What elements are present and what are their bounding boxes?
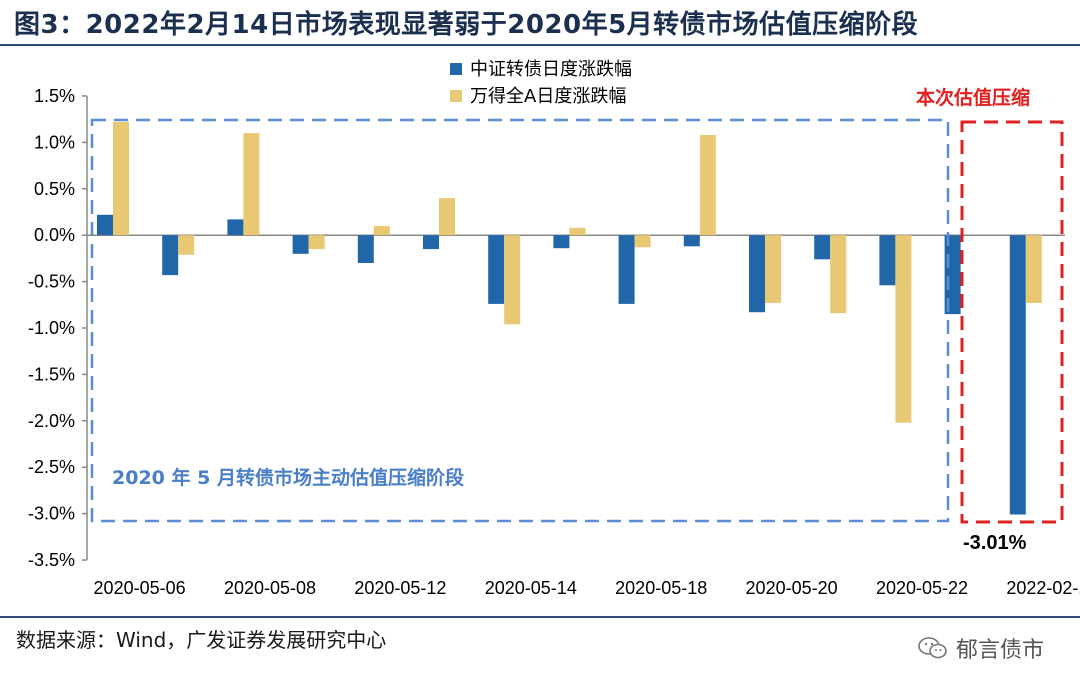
bar-series1 [814, 235, 831, 260]
y-tick-label: -2.5% [28, 457, 75, 477]
bar-series2 [504, 235, 521, 325]
watermark: 郁言债市 [918, 632, 1044, 664]
bar-series1 [618, 235, 635, 304]
bar-series1 [879, 235, 896, 286]
bar-series2 [765, 235, 781, 303]
bar-series1 [162, 235, 179, 276]
bar-series2 [178, 235, 195, 255]
highlight-box-2020-label: 2020 年 5 月转债市场主动估值压缩阶段 [112, 466, 465, 489]
highlight-box-2022-label: 本次估值压缩 [916, 86, 1030, 109]
x-tick-label: 2020-05-22 [876, 578, 968, 598]
legend: 中证转债日度涨跌幅 万得全A日度涨跌幅 [450, 59, 632, 107]
bar-series1 [423, 235, 439, 250]
bar-series2 [1025, 235, 1042, 303]
x-tick-label: 2020-05-20 [746, 578, 838, 598]
y-tick-label: 1.5% [34, 86, 75, 106]
highlight-box-2022 [960, 120, 1064, 524]
bar-series2 [308, 235, 325, 250]
bar-series2 [243, 133, 260, 236]
bar-series1 [292, 235, 309, 254]
axes: 1.5% 1.0% 0.5% 0.0% -0.5% -1.0% -1.5% -2.0% -2.5… [28, 86, 1080, 598]
bar-series2 [830, 235, 847, 314]
bar-series2 [699, 135, 716, 236]
y-tick-label: 1.0% [34, 132, 75, 152]
bar-series2 [113, 122, 129, 236]
bar-series1 [357, 235, 374, 263]
y-tick-label: -3.5% [28, 550, 75, 570]
data-label-2022-02-14: -3.01% [963, 532, 1027, 554]
watermark-text: 郁言债市 [955, 638, 1044, 663]
bar-series1 [97, 214, 113, 236]
bar-series1 [553, 235, 570, 249]
legend-swatch-series2 [450, 90, 462, 102]
wechat-icon [918, 637, 947, 659]
bar-series1 [227, 219, 244, 236]
bar-series2 [439, 198, 455, 236]
y-tick-label: 0.5% [34, 179, 75, 199]
y-tick-label: 0.0% [34, 225, 75, 245]
figure-title: 图3：2022年2月14日市场表现显著弱于2020年5月转债市场估值压缩阶段 [14, 10, 919, 40]
x-tick-label: 2022-02-14 [1006, 578, 1080, 598]
bar-series2 [634, 235, 651, 248]
legend-swatch-series1 [450, 63, 462, 75]
x-tick-label: 2020-05-18 [615, 578, 707, 598]
highlight-box-2020 [90, 118, 950, 523]
footer-rule [0, 616, 1080, 618]
x-tick-label: 2020-05-08 [224, 578, 316, 598]
y-tick-label: -1.5% [28, 364, 75, 384]
bar-series1 [749, 235, 765, 313]
source-note: 数据来源：Wind，广发证券发展研究中心 [16, 628, 387, 652]
legend-label-series2: 万得全A日度涨跌幅 [470, 86, 626, 107]
y-tick-label: -1.0% [28, 318, 75, 338]
y-tick-label: -0.5% [28, 272, 75, 292]
bars [97, 122, 1042, 515]
x-tick-label: 2020-05-06 [94, 578, 186, 598]
bar-series1 [488, 235, 505, 304]
y-tick-label: -3.0% [28, 504, 75, 524]
bar-series1 [683, 235, 700, 247]
y-tick-label: -2.0% [28, 411, 75, 431]
bar-series2 [569, 227, 586, 236]
bar-series2 [373, 225, 390, 236]
bar-series2 [895, 235, 912, 423]
bar-chart: 中证转债日度涨跌幅 万得全A日度涨跌幅 1.5% 1.0% 0.5% 0.0% -0.5… [28, 59, 1080, 598]
legend-label-series1: 中证转债日度涨跌幅 [470, 59, 632, 80]
x-tick-label: 2020-05-14 [485, 578, 577, 598]
title-rule [0, 44, 1080, 46]
x-tick-label: 2020-05-12 [354, 578, 446, 598]
bar-series1 [1009, 235, 1026, 515]
